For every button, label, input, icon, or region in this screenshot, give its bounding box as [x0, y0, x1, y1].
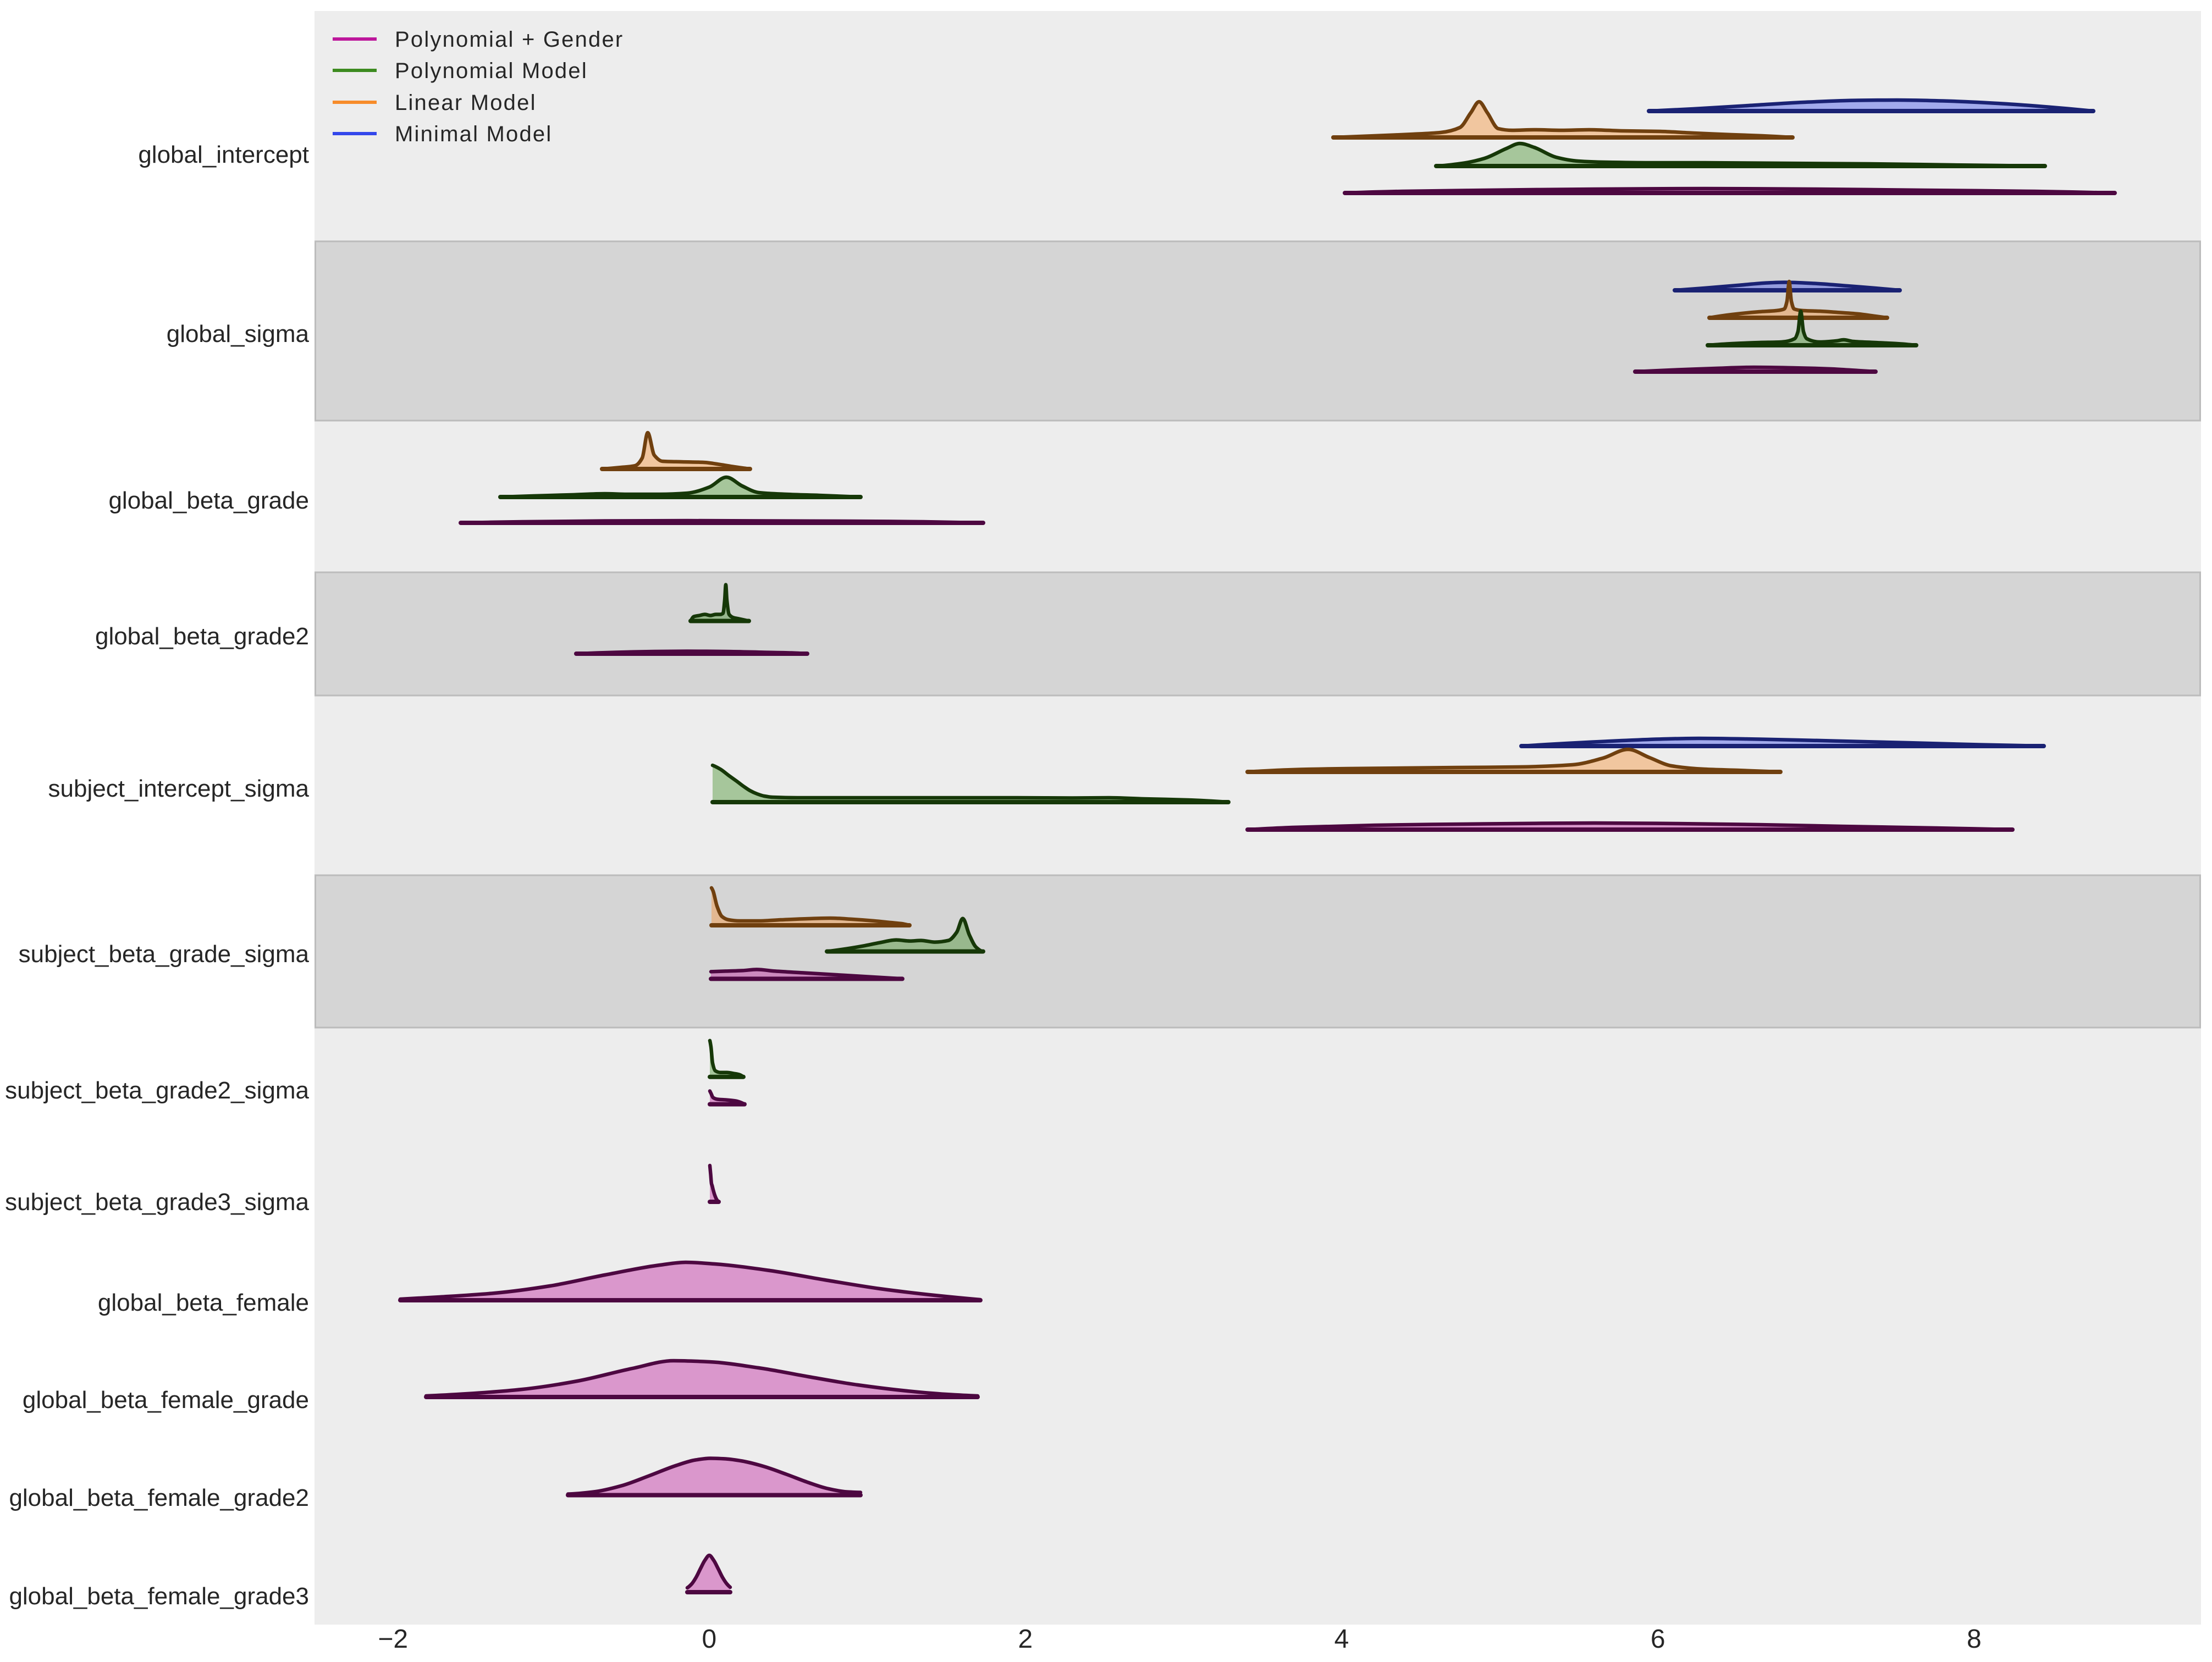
svg-text:global_intercept: global_intercept [138, 141, 309, 168]
svg-text:global_beta_grade: global_beta_grade [108, 487, 309, 514]
svg-text:subject_beta_grade_sigma: subject_beta_grade_sigma [19, 941, 310, 968]
svg-text:6: 6 [1651, 1625, 1665, 1654]
svg-text:global_beta_female_grade2: global_beta_female_grade2 [9, 1484, 309, 1511]
svg-text:8: 8 [1967, 1625, 1982, 1654]
svg-text:global_beta_female: global_beta_female [98, 1289, 309, 1316]
svg-text:Polynomial + Gender: Polynomial + Gender [395, 27, 624, 52]
svg-text:4: 4 [1334, 1625, 1349, 1654]
svg-text:0: 0 [702, 1625, 716, 1654]
svg-text:−2: −2 [378, 1625, 408, 1654]
svg-text:Polynomial Model: Polynomial Model [395, 59, 588, 83]
svg-text:2: 2 [1018, 1625, 1033, 1654]
svg-text:subject_intercept_sigma: subject_intercept_sigma [48, 775, 310, 802]
svg-text:Linear Model: Linear Model [395, 91, 537, 115]
svg-text:subject_beta_grade3_sigma: subject_beta_grade3_sigma [5, 1189, 309, 1216]
svg-text:subject_beta_grade2_sigma: subject_beta_grade2_sigma [5, 1077, 309, 1104]
svg-text:Minimal Model: Minimal Model [395, 122, 552, 146]
svg-text:global_beta_female_grade: global_beta_female_grade [23, 1387, 309, 1413]
svg-text:global_beta_grade2: global_beta_grade2 [95, 623, 309, 650]
svg-text:global_beta_female_grade3: global_beta_female_grade3 [9, 1583, 309, 1610]
svg-text:global_sigma: global_sigma [167, 321, 310, 347]
